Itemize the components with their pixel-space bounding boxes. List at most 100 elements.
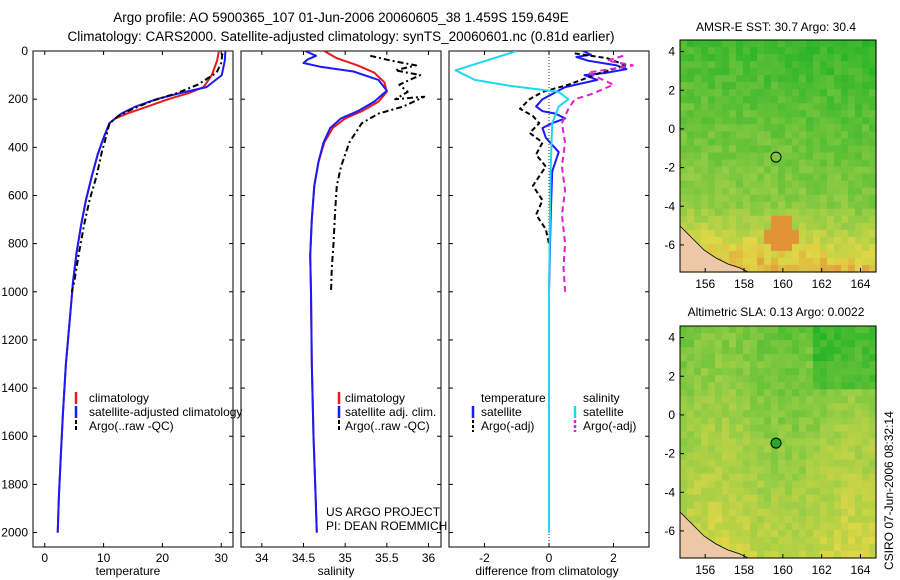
sst-map-cell — [736, 61, 744, 69]
sst-map-cell — [834, 110, 842, 118]
sla-map-cell — [813, 410, 821, 418]
sla-map-cell — [757, 459, 765, 468]
sst-map-cell — [827, 201, 835, 210]
sla-map-cell — [869, 522, 877, 531]
sla-map-cell — [757, 396, 765, 404]
sla-map-cell — [750, 438, 758, 447]
sla-map-cell — [827, 396, 835, 404]
temperature-lines — [56, 51, 227, 533]
sla-map-cell — [806, 473, 814, 482]
sst-map-cell — [771, 166, 779, 175]
sla-map-cell — [848, 550, 856, 559]
sst-map-cell — [869, 124, 877, 132]
difference-series-line — [454, 51, 570, 533]
sst-map-cell — [869, 40, 877, 48]
sst-map-cell — [764, 82, 772, 90]
sla-map-cell — [771, 466, 779, 475]
sla-map-cell — [848, 473, 856, 482]
sst-map-cell — [799, 166, 807, 175]
sst-map-cell — [694, 180, 702, 189]
sst-map-title: AMSR-E SST: 30.7 Argo: 30.4 — [696, 20, 856, 34]
sla-map-cell — [694, 340, 702, 348]
sla-map-cell — [785, 389, 793, 397]
sla-map-cell — [841, 417, 849, 426]
sla-map-cell — [771, 445, 779, 454]
sla-map-cell — [806, 438, 814, 447]
sla-map-cell — [792, 382, 800, 390]
sla-map-cell — [841, 340, 849, 348]
sla-map-cell — [778, 459, 786, 468]
sst-map-cell — [694, 173, 702, 182]
sst-map-frame — [679, 39, 877, 273]
sla-map-cell — [827, 403, 835, 411]
sla-map-cell — [792, 333, 800, 341]
sla-map-cell — [729, 431, 737, 440]
sla-map-cell — [813, 494, 821, 503]
sla-map-cell — [806, 501, 814, 510]
sla-map-cell — [701, 452, 709, 461]
sla-map-cell — [743, 508, 751, 517]
sst-map-cell — [855, 54, 863, 62]
sst-map-cell — [680, 40, 688, 48]
sla-map-cell — [862, 340, 870, 348]
sla-map-cell — [785, 501, 793, 510]
sst-map-cell — [841, 96, 849, 104]
sla-map-cell — [834, 543, 842, 552]
sst-map-cell — [869, 75, 877, 83]
sla-map-cell — [841, 424, 849, 433]
sst-map-cell — [778, 40, 786, 48]
sst-map-cell — [848, 264, 856, 273]
sst-map-cell — [771, 194, 779, 203]
sst-map-cell — [722, 117, 730, 125]
sst-map-cell — [750, 47, 758, 55]
sla-map-cell — [764, 487, 772, 496]
sla-map-cell — [792, 452, 800, 461]
sla-map-cell — [806, 361, 814, 369]
temperature-xtick-label: 10 — [97, 551, 111, 565]
sst-map-cell — [687, 173, 695, 182]
sst-map-cell — [729, 47, 737, 55]
sla-map-cell — [799, 347, 807, 355]
sla-map-cell — [687, 501, 695, 510]
sst-map-cell — [694, 40, 702, 48]
sst-map-cell — [708, 173, 716, 182]
sst-map-cell — [799, 89, 807, 97]
sst-map-cell — [841, 152, 849, 161]
sla-map-cell — [806, 347, 814, 355]
sla-map-cell — [848, 431, 856, 440]
sla-map-cell — [736, 431, 744, 440]
sst-map-cell — [841, 89, 849, 97]
sst-map-cell — [813, 236, 821, 245]
sla-map-cell — [799, 487, 807, 496]
sla-map-cell — [680, 340, 688, 348]
sla-map-cell — [687, 361, 695, 369]
sla-map-cell — [799, 494, 807, 503]
sla-map-cell — [820, 326, 828, 334]
sst-map-cell — [848, 173, 856, 182]
sst-map-cell — [834, 173, 842, 182]
sla-map-cell — [743, 431, 751, 440]
sla-map-cell — [806, 424, 814, 433]
sla-map-cell — [743, 389, 751, 397]
sst-map-cell — [778, 180, 786, 189]
sst-map-cell — [778, 145, 786, 154]
sst-map-cell — [708, 82, 716, 90]
sla-map-cell — [757, 340, 765, 348]
sst-map-cell — [722, 89, 730, 97]
sla-map-cell — [785, 326, 793, 334]
sla-map-cell — [722, 494, 730, 503]
sla-map-cell — [869, 333, 877, 341]
sla-map-cell — [708, 466, 716, 475]
sla-map-cell — [722, 515, 730, 524]
sst-map-cell — [862, 257, 870, 266]
sla-map-cell — [806, 368, 814, 376]
sla-map-cell — [687, 473, 695, 482]
sla-map-cell — [729, 347, 737, 355]
sla-map-cell — [750, 487, 758, 496]
salinity-series-line — [309, 51, 388, 533]
sst-map-cell — [764, 145, 772, 154]
sst-map-cell — [715, 229, 723, 238]
sst-map-cell — [806, 68, 814, 76]
sla-map-cell — [764, 347, 772, 355]
